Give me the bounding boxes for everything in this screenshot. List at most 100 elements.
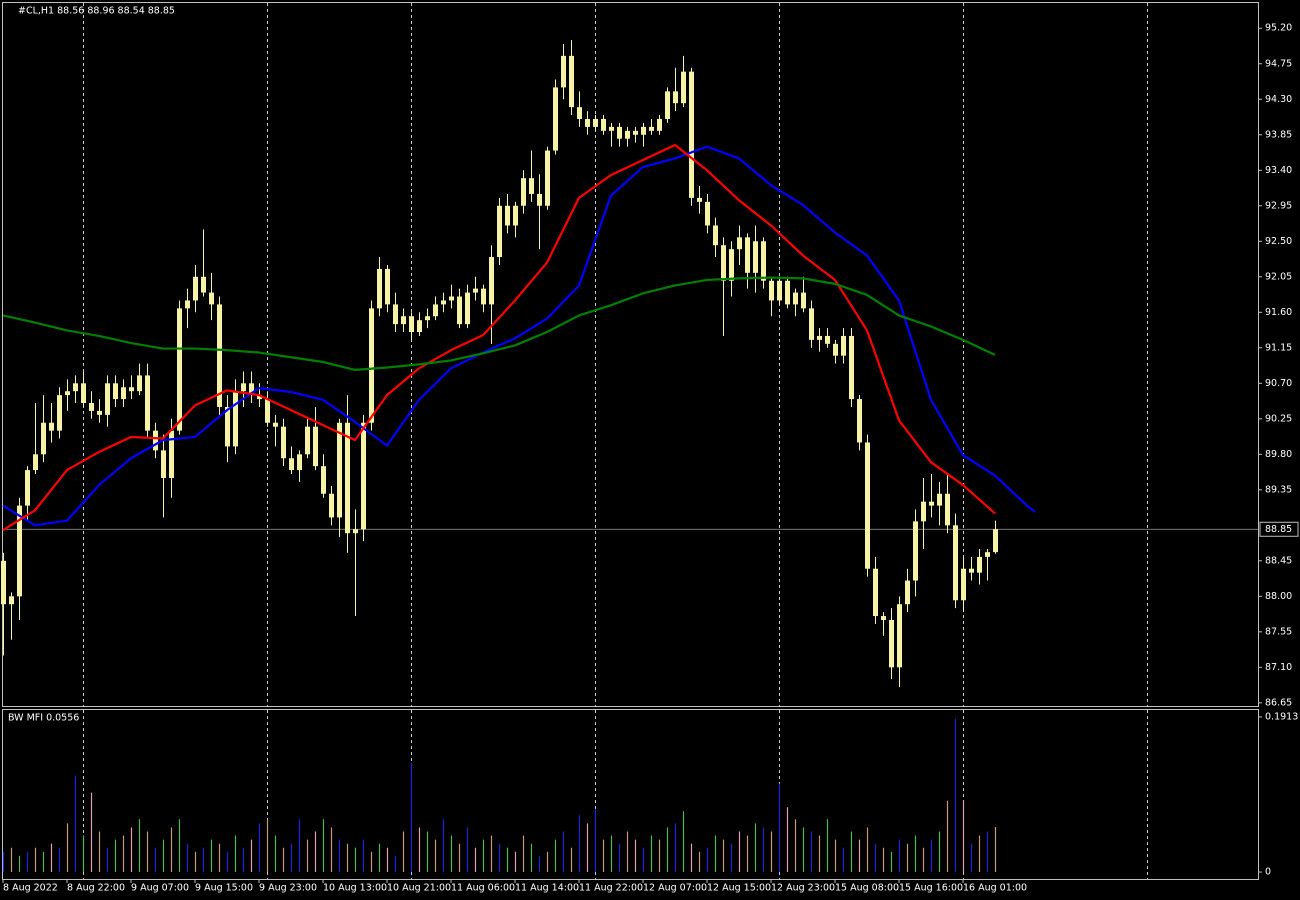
candle-body: [665, 91, 670, 119]
chart-title: #CL,H1 88.56 88.96 88.54 88.85: [18, 6, 175, 17]
candle-body: [713, 225, 718, 246]
candle-body: [697, 197, 702, 202]
y-tick-label: 0.1913: [1265, 711, 1298, 722]
candle-body: [705, 201, 710, 226]
candle-body: [489, 257, 494, 305]
x-tick-label: 9 Aug 07:00: [131, 883, 189, 894]
x-tick-label: 15 Aug 16:00: [899, 883, 963, 894]
candle-body: [801, 292, 806, 309]
indicator-label: BW MFI 0.0556: [8, 713, 79, 724]
candle-body: [177, 308, 182, 431]
candle-body: [761, 241, 766, 281]
candle-body: [609, 126, 614, 131]
candle-body: [121, 387, 126, 400]
candle-body: [817, 335, 822, 340]
candle-body: [225, 406, 230, 447]
candle-body: [601, 118, 606, 131]
x-tick-label: 9 Aug 23:00: [259, 883, 317, 894]
candle-body: [473, 288, 478, 293]
candle-body: [273, 422, 278, 427]
candle-body: [897, 604, 902, 668]
candle-body: [257, 395, 262, 400]
candle-body: [729, 249, 734, 281]
candle-body: [425, 316, 430, 321]
candle-body: [393, 304, 398, 325]
candle-body: [233, 391, 238, 447]
candle-body: [137, 375, 142, 392]
candle-body: [369, 308, 374, 423]
candle-body: [401, 316, 406, 325]
candle-body: [25, 470, 30, 506]
candle-body: [385, 268, 390, 305]
last-price-label: 88.85: [1265, 524, 1292, 535]
candle-body: [641, 126, 646, 135]
candle-body: [305, 426, 310, 455]
y-tick-label: 94.30: [1265, 94, 1292, 105]
y-tick-label: 92.05: [1265, 271, 1292, 282]
candle-body: [505, 205, 510, 226]
candle-body: [513, 205, 518, 226]
candle-body: [329, 493, 334, 518]
candle-body: [1, 560, 6, 605]
candle-body: [449, 296, 454, 301]
candle-body: [753, 241, 758, 273]
y-tick-label: 93.85: [1265, 129, 1292, 140]
candle-body: [161, 450, 166, 478]
candle-body: [585, 118, 590, 127]
candle-body: [689, 71, 694, 198]
candle-body: [785, 280, 790, 305]
candle-body: [881, 616, 886, 620]
x-tick-label: 9 Aug 15:00: [195, 883, 253, 894]
price-panel-frame: [2, 2, 1259, 707]
last-price-box: [1259, 521, 1299, 537]
candle-body: [945, 493, 950, 526]
candle-body: [777, 280, 782, 301]
candle-body: [577, 107, 582, 119]
y-tick-label: 90.25: [1265, 413, 1292, 424]
candle-body: [313, 426, 318, 467]
candle-body: [961, 568, 966, 601]
x-tick-label: 8 Aug 22:00: [67, 883, 125, 894]
candle-body: [633, 130, 638, 135]
candle-body: [481, 288, 486, 305]
candle-body: [337, 422, 342, 518]
candle-body: [153, 430, 158, 451]
candle-body: [89, 403, 94, 411]
candle-body: [769, 280, 774, 301]
y-tick-label: 88.00: [1265, 591, 1292, 602]
candle-body: [185, 300, 190, 309]
candle-body: [265, 399, 270, 423]
moving-average-line: [2, 145, 1036, 527]
candle-body: [497, 205, 502, 258]
candle-body: [33, 454, 38, 471]
x-tick-label: 11 Aug 14:00: [515, 883, 579, 894]
candle-body: [9, 596, 14, 605]
y-tick-label: 87.10: [1265, 662, 1292, 673]
candle-body: [593, 118, 598, 127]
candle-body: [969, 568, 974, 573]
candle-body: [865, 442, 870, 569]
candle-body: [905, 580, 910, 605]
candle-body: [417, 320, 422, 333]
candle-body: [569, 55, 574, 108]
y-tick-label: 92.95: [1265, 200, 1292, 211]
candle-body: [833, 343, 838, 356]
y-tick-label: 88.45: [1265, 555, 1292, 566]
candle-body: [129, 387, 134, 392]
y-tick-label: 93.40: [1265, 165, 1292, 176]
candle-body: [825, 335, 830, 344]
candle-body: [361, 422, 366, 530]
candle-body: [193, 276, 198, 301]
candle-body: [545, 150, 550, 206]
y-tick-label: 0: [1265, 867, 1271, 878]
candle-body: [841, 335, 846, 356]
candle-body: [441, 300, 446, 305]
candle-body: [297, 454, 302, 471]
candle-body: [721, 245, 726, 281]
y-tick-label: 89.80: [1265, 449, 1292, 460]
y-tick-label: 89.35: [1265, 484, 1292, 495]
candle-body: [281, 426, 286, 459]
candle-body: [105, 383, 110, 415]
candle-body: [377, 268, 382, 309]
